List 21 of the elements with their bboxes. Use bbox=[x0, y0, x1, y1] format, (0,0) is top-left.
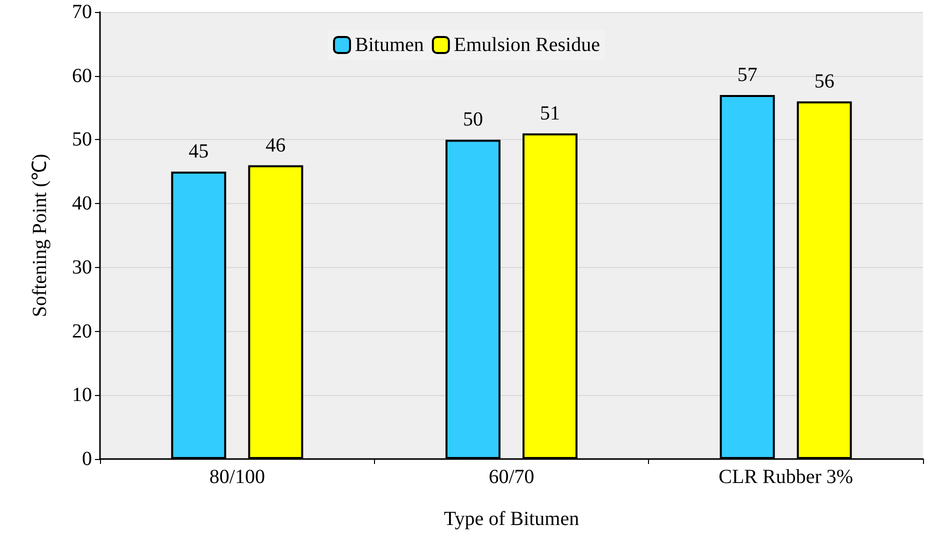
y-tick-label: 40 bbox=[72, 192, 92, 215]
x-tick-label: 60/70 bbox=[488, 466, 534, 488]
x-axis-title: Type of Bitumen bbox=[444, 508, 580, 530]
data-label: 51 bbox=[540, 102, 560, 124]
legend-label: Bitumen bbox=[355, 34, 424, 56]
y-tick-label: 0 bbox=[82, 448, 92, 470]
data-label: 57 bbox=[737, 64, 758, 86]
data-label: 45 bbox=[188, 140, 209, 163]
y-tick-label: 30 bbox=[72, 256, 92, 278]
x-tick-label: 80/100 bbox=[209, 466, 265, 488]
data-label: 46 bbox=[266, 134, 286, 156]
y-tick-label: 70 bbox=[72, 1, 92, 23]
data-label: 56 bbox=[814, 70, 834, 92]
legend-label: Emulsion Residue bbox=[454, 34, 600, 56]
y-axis-title: Softening Point (℃) bbox=[29, 154, 51, 318]
y-tick-label: 20 bbox=[72, 320, 92, 342]
data-label: 50 bbox=[463, 108, 483, 131]
x-tick-label: CLR Rubber 3% bbox=[718, 466, 854, 488]
y-tick-label: 10 bbox=[72, 384, 92, 406]
y-tick-label: 60 bbox=[72, 64, 92, 87]
y-tick-label: 50 bbox=[72, 128, 92, 151]
